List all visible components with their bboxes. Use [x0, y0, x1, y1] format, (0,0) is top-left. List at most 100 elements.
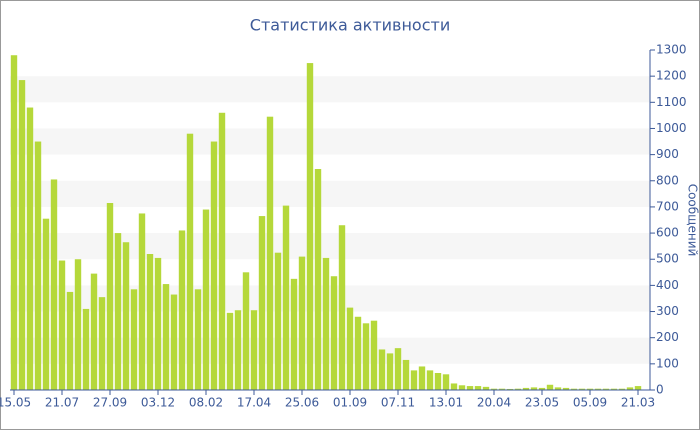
x-tick-label: 13.01 — [429, 396, 463, 410]
bar — [250, 310, 258, 390]
bar — [474, 386, 482, 390]
bar — [42, 218, 50, 390]
bar — [578, 388, 586, 390]
bar — [490, 388, 498, 390]
y-tick-label: 300 — [656, 304, 679, 318]
x-tick-label: 23.05 — [525, 396, 559, 410]
bar — [594, 388, 602, 390]
bar — [82, 308, 90, 390]
y-tick-label: 200 — [656, 330, 679, 344]
bar — [90, 273, 98, 390]
bar — [338, 225, 346, 390]
bar — [554, 387, 562, 390]
bar — [442, 374, 450, 390]
grid-band — [10, 128, 650, 155]
bar — [266, 116, 274, 390]
grid-band — [10, 337, 650, 364]
bar — [234, 310, 242, 390]
bar — [282, 205, 290, 390]
bar — [450, 383, 458, 390]
y-tick-label: 1200 — [656, 69, 687, 83]
y-tick-label: 1100 — [656, 95, 687, 109]
bar — [218, 112, 226, 391]
y-tick-label: 0 — [656, 383, 664, 397]
x-tick-label: 03.12 — [141, 396, 175, 410]
x-tick-label: 21.03 — [621, 396, 655, 410]
bar — [26, 107, 34, 391]
x-tick-label: 15.05 — [0, 396, 31, 410]
bar — [434, 373, 442, 390]
bar — [426, 370, 434, 390]
x-tick-label: 08.02 — [189, 396, 223, 410]
bar — [202, 209, 210, 390]
bar — [370, 320, 378, 390]
bar — [538, 387, 546, 390]
y-tick-label: 1000 — [656, 121, 687, 135]
bar — [570, 388, 578, 390]
grid-band — [10, 180, 650, 207]
y-axis-label: Сообщений — [686, 184, 700, 257]
x-tick-label: 05.09 — [573, 396, 607, 410]
bar — [114, 233, 122, 390]
bar — [194, 289, 202, 390]
bar — [210, 141, 218, 390]
x-tick-label: 20.04 — [477, 396, 511, 410]
bar — [586, 388, 594, 390]
bar — [122, 242, 130, 390]
bar — [482, 386, 490, 390]
y-tick-label: 900 — [656, 147, 679, 161]
x-tick-label: 01.09 — [333, 396, 367, 410]
bar — [98, 297, 106, 390]
bar — [610, 388, 618, 390]
grid-band — [10, 76, 650, 103]
bar — [458, 385, 466, 390]
bar — [66, 291, 74, 390]
bar — [274, 252, 282, 390]
bar — [386, 353, 394, 390]
bar — [402, 359, 410, 390]
bar — [346, 307, 354, 390]
bar — [58, 260, 66, 390]
bar — [330, 276, 338, 390]
bar — [298, 256, 306, 390]
bar — [562, 387, 570, 390]
bar — [258, 216, 266, 390]
grid-band — [10, 285, 650, 312]
y-tick-label: 100 — [656, 356, 679, 370]
bar — [506, 388, 514, 390]
bar — [466, 386, 474, 390]
bar — [290, 278, 298, 390]
grid-band — [10, 233, 650, 260]
bar — [530, 387, 538, 390]
bar — [522, 387, 530, 390]
bar — [50, 179, 58, 390]
x-tick-label: 27.09 — [93, 396, 127, 410]
y-tick-label: 1300 — [656, 43, 687, 57]
x-tick-label: 17.04 — [237, 396, 271, 410]
bar — [602, 388, 610, 390]
bar — [322, 257, 330, 390]
bar — [34, 141, 42, 390]
bar — [242, 272, 250, 390]
y-tick-label: 800 — [656, 173, 679, 187]
bar — [186, 133, 194, 390]
bar — [314, 169, 322, 390]
y-tick-label: 600 — [656, 226, 679, 240]
bar — [362, 323, 370, 390]
bar — [74, 259, 82, 390]
bar — [514, 388, 522, 390]
bar — [618, 388, 626, 390]
bar — [146, 254, 154, 390]
bar — [226, 312, 234, 390]
x-tick-label: 07.11 — [381, 396, 415, 410]
y-tick-label: 700 — [656, 199, 679, 213]
x-tick-label: 21.07 — [45, 396, 79, 410]
chart-title: Статистика активности — [250, 16, 450, 35]
bar — [154, 257, 162, 390]
bar — [634, 386, 642, 390]
bar — [178, 230, 186, 390]
bar — [106, 203, 114, 390]
bar — [410, 370, 418, 390]
x-tick-label: 25.06 — [285, 396, 319, 410]
